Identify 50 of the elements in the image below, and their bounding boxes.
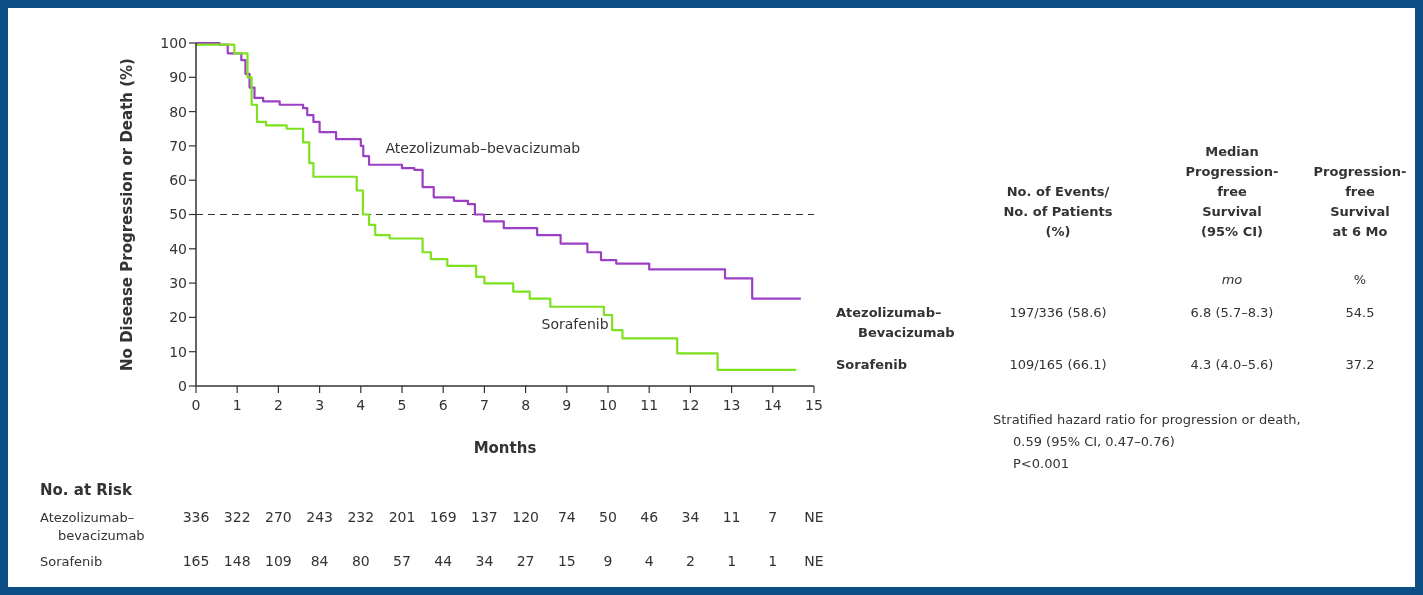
- text: 109/165 (66.1): [1009, 357, 1107, 372]
- x-tick-label: 10: [599, 397, 617, 413]
- y-tick-label: 10: [169, 343, 187, 360]
- text: 37.2: [1345, 357, 1375, 372]
- text: mo: [1221, 272, 1243, 287]
- text: 197/336 (58.6): [1009, 305, 1107, 320]
- x-tick-label: 11: [640, 397, 659, 413]
- text: Sorafenib: [836, 357, 907, 372]
- text: No. of Events/ No. of Patients (%): [1003, 184, 1113, 239]
- y-tick-label: 40: [169, 240, 187, 257]
- y-tick-label: 20: [169, 309, 187, 326]
- text: Median Progression- free Survival (95% CI): [1185, 144, 1279, 239]
- text: Sorafenib: [40, 554, 103, 569]
- x-tick-label: 12: [681, 397, 700, 413]
- text: Stratified hazard ratio for progression or death, 0.59 (95% CI, 0.47–0.76) P<0.001: [993, 412, 1301, 471]
- x-tick-label: 3: [315, 397, 325, 413]
- x-tick-label: 8: [521, 397, 531, 413]
- x-tick-label: 4: [356, 397, 366, 413]
- x-tick-label: 7: [479, 397, 489, 413]
- y-tick-label: 0: [178, 377, 187, 394]
- x-tick-label: 0: [191, 397, 201, 413]
- text: 6.8 (5.7–8.3): [1190, 305, 1274, 320]
- x-tick-label: 1: [232, 397, 242, 413]
- x-tick-label: 6: [438, 397, 448, 413]
- series-label: Atezolizumab–bevacizumab: [385, 139, 581, 156]
- y-tick-label: 70: [169, 137, 187, 154]
- x-tick-label: 15: [805, 397, 823, 413]
- text: Progression- free Survival at 6 Mo: [1313, 164, 1407, 239]
- x-axis-title: Months: [473, 439, 537, 457]
- series-label: Sorafenib: [541, 315, 609, 332]
- x-tick-label: 5: [397, 397, 407, 413]
- text: %: [1353, 272, 1367, 287]
- y-tick-label: 90: [169, 69, 187, 86]
- text: 54.5: [1345, 305, 1375, 320]
- x-tick-label: 2: [273, 397, 283, 413]
- text: 336 322 270 243 232 201 169 137 120 74 50 46 34 11 7 NE: [182, 509, 824, 525]
- text: 165 148 109 84 80 57 44 34 27 15 9 4 2 1 1 NE: [182, 553, 824, 569]
- y-tick-label: 80: [169, 103, 187, 120]
- y-tick-label: 50: [169, 206, 187, 223]
- x-tick-label: 13: [722, 397, 741, 413]
- y-tick-label: 60: [169, 172, 187, 189]
- text: Atezolizumab– bevacizumab: [40, 510, 145, 543]
- x-tick-label: 9: [562, 397, 572, 413]
- text: 4.3 (4.0–5.6): [1190, 357, 1274, 372]
- text: No. at Risk: [40, 481, 133, 499]
- text: Atezolizumab– Bevacizumab: [836, 305, 955, 340]
- x-tick-label: 14: [763, 397, 782, 413]
- y-tick-label: 30: [169, 275, 187, 291]
- y-axis-title: No Disease Progression or Death (%): [118, 58, 136, 371]
- y-tick-label: 100: [160, 34, 187, 51]
